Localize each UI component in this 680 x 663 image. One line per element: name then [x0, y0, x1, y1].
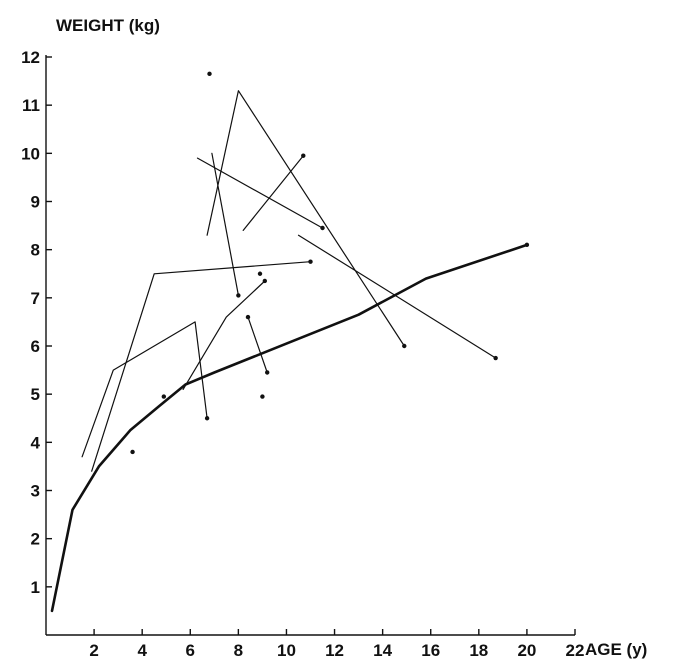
series-end-point — [524, 242, 530, 248]
series-end-point — [204, 416, 210, 421]
y-tick-label: 2 — [31, 530, 40, 549]
x-tick-label: 10 — [277, 641, 296, 660]
series-end-point — [262, 278, 268, 284]
series-end-point — [402, 343, 407, 349]
patient-line-5 — [211, 152, 239, 296]
series-end-point — [245, 314, 251, 320]
isolated-point — [260, 394, 265, 399]
series-end-point — [265, 370, 270, 375]
x-axis-title: AGE (y) — [585, 640, 647, 659]
y-tick-label: 4 — [31, 433, 41, 452]
series-end-point — [493, 355, 498, 361]
isolated-point — [257, 271, 263, 276]
y-tick-label: 9 — [31, 193, 40, 212]
y-tick-label: 11 — [22, 96, 40, 115]
y-tick-label: 5 — [31, 385, 40, 404]
x-tick-label: 2 — [89, 641, 98, 660]
patient-line-6 — [196, 157, 324, 229]
patient-line-7 — [242, 155, 304, 231]
x-tick-label: 18 — [469, 641, 488, 660]
y-tick-label: 7 — [31, 289, 40, 308]
x-tick-label: 12 — [325, 641, 344, 660]
x-tick-label: 8 — [234, 641, 243, 660]
series-end-point — [236, 293, 241, 298]
y-axis-title: WEIGHT (kg) — [56, 16, 160, 35]
y-tick-label: 3 — [31, 482, 40, 501]
patient-line-9 — [247, 316, 268, 374]
patient-line-8 — [297, 234, 497, 359]
x-tick-label: 4 — [137, 641, 147, 660]
patient-line-2 — [91, 261, 312, 472]
y-tick-label: 8 — [31, 241, 40, 260]
x-tick-label: 14 — [373, 641, 392, 660]
series-end-point — [301, 153, 306, 158]
x-tick-label: 20 — [517, 641, 536, 660]
y-tick-label: 10 — [21, 144, 40, 163]
isolated-point — [207, 71, 212, 77]
data-points — [130, 71, 530, 455]
y-tick-label: 12 — [21, 48, 40, 67]
mean-growth-line — [50, 243, 529, 613]
y-tick-label: 1 — [31, 578, 40, 597]
patient-line-3 — [182, 280, 266, 390]
patient-line-4 — [206, 90, 405, 347]
y-tick-label: 6 — [31, 337, 40, 356]
series-lines — [50, 90, 529, 613]
x-tick-label: 6 — [186, 641, 195, 660]
x-tick-label: 22 — [566, 641, 585, 660]
x-tick-label: 16 — [421, 641, 440, 660]
patient-line-1 — [81, 321, 208, 458]
isolated-point — [130, 449, 135, 455]
isolated-point — [161, 394, 167, 399]
series-end-point — [308, 259, 313, 264]
series-end-point — [320, 225, 325, 231]
